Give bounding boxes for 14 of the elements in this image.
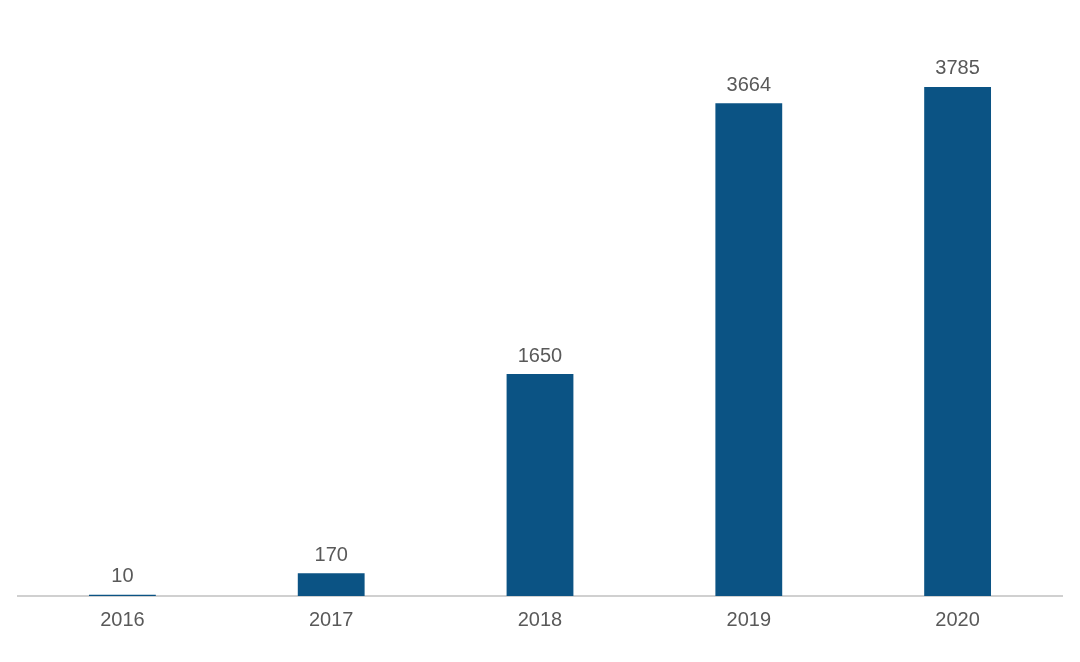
- data-label: 1650: [517, 343, 563, 366]
- x-tick-label: 2016: [100, 607, 145, 630]
- x-tick-label: 2018: [517, 607, 563, 630]
- data-label: 10: [111, 564, 134, 587]
- bar: [924, 86, 992, 596]
- x-tick-label: 2019: [726, 607, 772, 630]
- bar: [715, 103, 783, 596]
- x-tick-label: 2017: [308, 607, 354, 630]
- data-label: 3664: [726, 72, 772, 95]
- x-tick-label: 2020: [935, 607, 980, 630]
- data-label: 170: [314, 542, 348, 565]
- bar: [297, 573, 365, 596]
- bar: [506, 374, 574, 596]
- data-label: 3785: [935, 56, 980, 79]
